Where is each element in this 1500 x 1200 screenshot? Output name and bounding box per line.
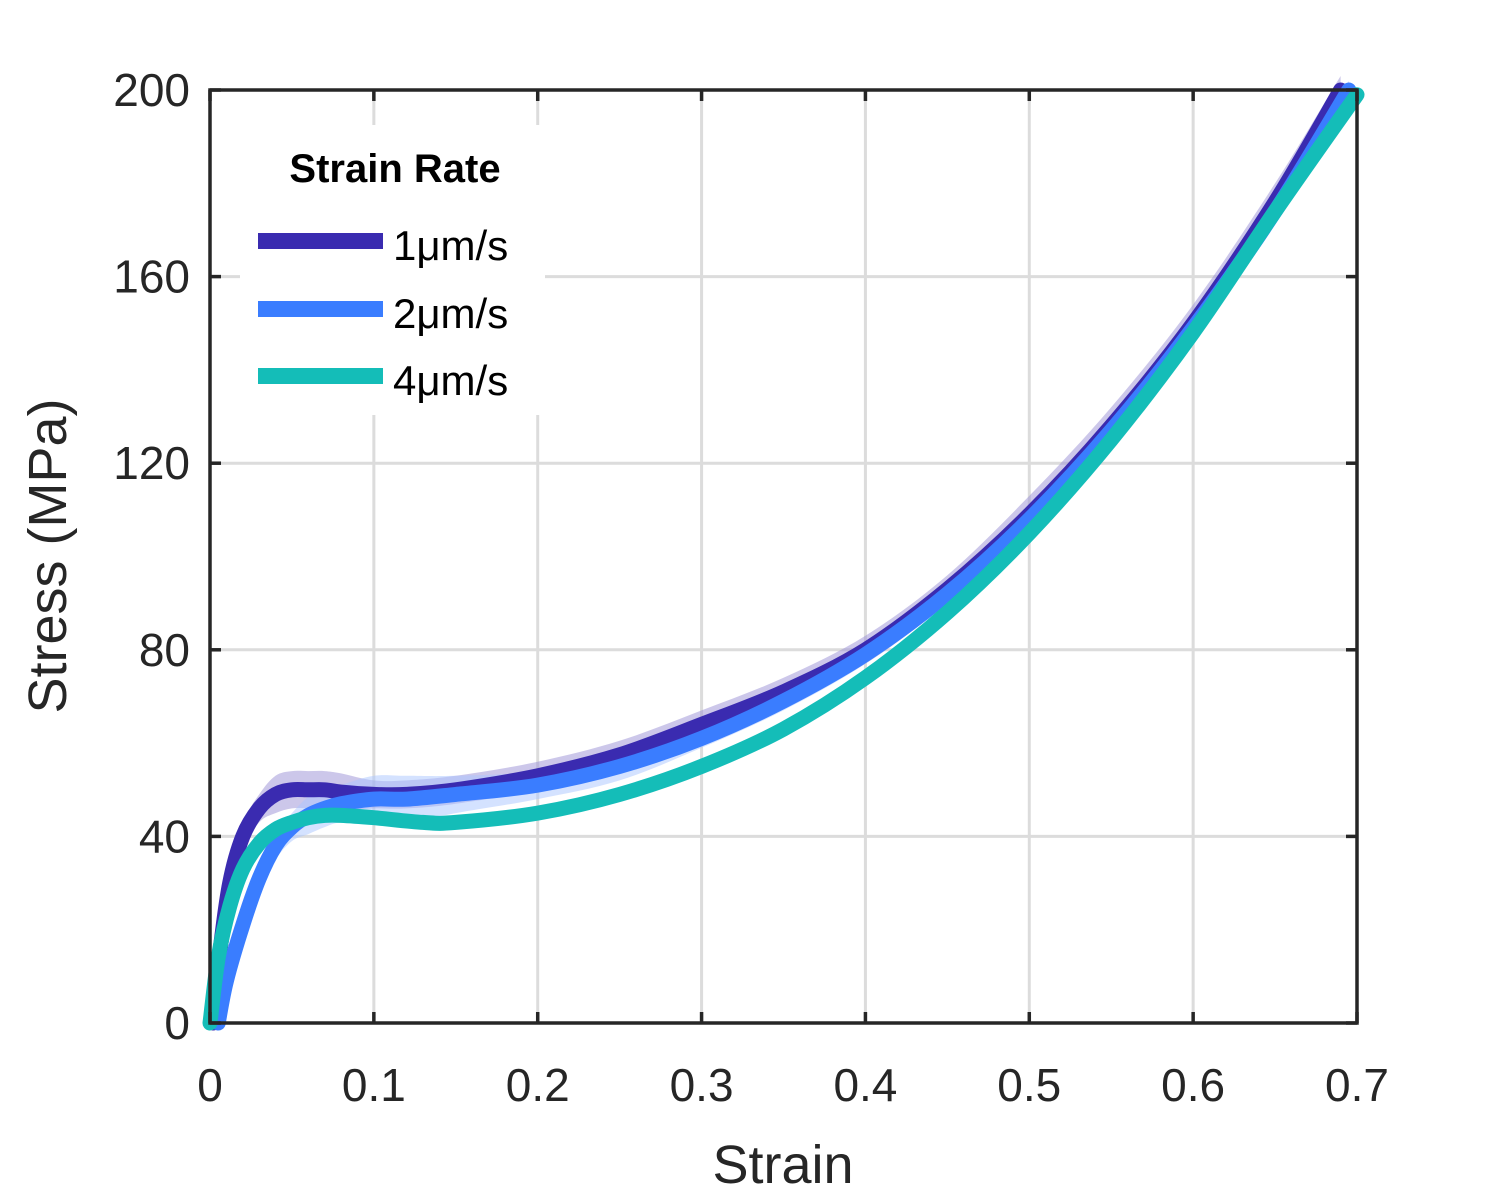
y-tick-label: 40 (139, 810, 190, 862)
plot-frame (208, 88, 1359, 1025)
series-lines (202, 82, 1365, 1031)
x-tick-label: 0.3 (670, 1059, 734, 1111)
x-tick-label: 0.4 (833, 1059, 897, 1111)
x-tick-label: 0.6 (1161, 1059, 1225, 1111)
legend-label-1: 1μm/s (393, 222, 508, 269)
y-axis-label: Stress (MPa) (18, 398, 78, 713)
x-tick-label: 0.7 (1325, 1059, 1389, 1111)
x-tick-label: 0.5 (997, 1059, 1061, 1111)
line-series-3 (202, 87, 1365, 1031)
legend-label-3: 4μm/s (393, 357, 508, 404)
x-axis-label: Strain (712, 1135, 853, 1195)
grid (210, 90, 1357, 1023)
y-tick-labels: 0 40 80 120 160 200 (113, 64, 190, 1049)
y-tick-label: 160 (113, 251, 190, 303)
x-tick-labels: 0 0.1 0.2 0.3 0.4 0.5 0.6 0.7 (197, 1059, 1389, 1111)
legend-label-2: 2μm/s (393, 290, 508, 337)
y-tick-label: 120 (113, 437, 190, 489)
legend-box (240, 125, 545, 415)
legend-title: Strain Rate (289, 147, 500, 191)
legend: Strain Rate 1μm/s 2μm/s 4μm/s (240, 125, 545, 415)
x-tick-label: 0.1 (342, 1059, 406, 1111)
y-tick-label: 80 (139, 624, 190, 676)
x-tick-label: 0.2 (506, 1059, 570, 1111)
y-tick-label: 200 (113, 64, 190, 116)
x-tick-label: 0 (197, 1059, 223, 1111)
y-tick-label: 0 (164, 997, 190, 1049)
